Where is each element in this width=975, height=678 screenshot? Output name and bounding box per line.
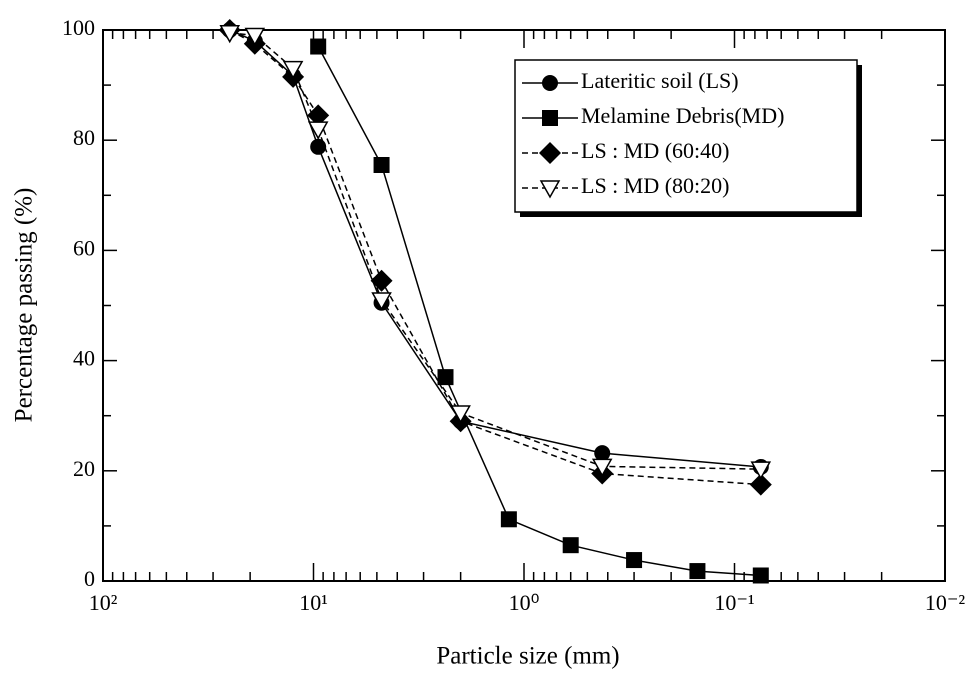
y-tick-label: 20 (73, 456, 95, 481)
series-line (317, 46, 761, 577)
marker (626, 552, 643, 569)
marker (752, 567, 769, 584)
marker (310, 138, 327, 155)
marker (282, 60, 304, 80)
legend-box (514, 59, 858, 213)
marker (219, 25, 241, 44)
marker (370, 269, 393, 292)
legend-label: Melamine Debris(MD) (581, 103, 784, 128)
y-tick-label: 0 (84, 566, 95, 591)
x-axis-label: Particle size (mm) (436, 643, 619, 670)
marker (244, 27, 266, 47)
marker (689, 563, 706, 580)
y-tick-label: 80 (73, 125, 95, 150)
marker (594, 445, 611, 462)
y-tick-label: 40 (73, 346, 95, 371)
marker (307, 121, 329, 140)
x-tick-label: 10¹ (299, 590, 328, 615)
x-tick-label: 10⁻² (925, 590, 966, 615)
marker (591, 458, 613, 477)
x-tick-label: 10⁰ (509, 590, 540, 615)
y-tick-label: 100 (62, 15, 95, 40)
x-tick-label: 10⁻¹ (714, 590, 754, 615)
marker (562, 537, 579, 554)
marker (749, 473, 772, 496)
marker (450, 405, 471, 424)
marker (539, 142, 561, 164)
legend-label: LS : MD (60:40) (581, 138, 730, 163)
marker (539, 180, 561, 199)
marker (542, 110, 558, 126)
marker (307, 104, 330, 127)
marker (371, 292, 392, 311)
series-line (229, 29, 761, 486)
marker (310, 38, 327, 55)
marker (542, 75, 558, 91)
x-tick-label: 10² (89, 590, 118, 615)
marker (750, 461, 772, 480)
series-line (229, 32, 761, 470)
marker (500, 511, 517, 528)
marker (373, 156, 390, 173)
legend-label: LS : MD (80:20) (581, 173, 730, 198)
y-axis-label: Percentage passing (%) (11, 188, 38, 423)
marker (437, 369, 454, 386)
y-tick-label: 60 (73, 235, 95, 260)
legend-label: Lateritic soil (LS) (581, 68, 739, 93)
